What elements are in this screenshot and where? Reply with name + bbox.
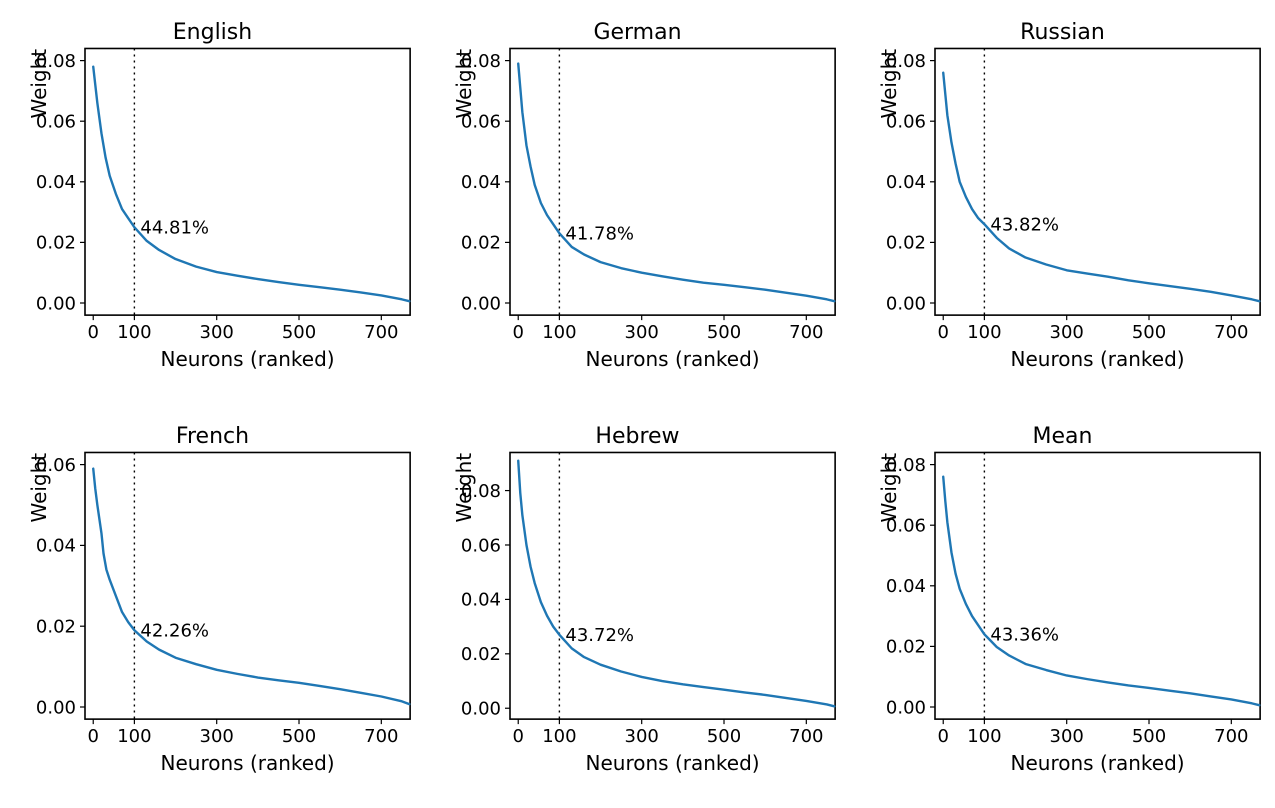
subplot-cell: HebrewWeightNeurons (ranked)010030050070… [425,404,850,808]
y-tick-label: 0.08 [461,481,501,502]
y-tick-label: 0.04 [36,536,76,557]
y-tick-label: 0.00 [886,697,926,718]
y-tick-label: 0.04 [36,172,76,193]
y-tick-label: 0.02 [886,233,926,254]
y-tick-label: 0.08 [461,51,501,72]
y-tick-label: 0.08 [886,51,926,72]
threshold-annotation: 43.82% [990,215,1059,236]
y-tick-label: 0.06 [461,535,501,556]
x-tick-label: 300 [200,726,234,747]
x-tick-label: 0 [513,322,524,343]
y-tick-label: 0.02 [36,233,76,254]
figure: EnglishWeightNeurons (ranked)01003005007… [0,0,1275,808]
y-tick-label: 0.00 [36,697,76,718]
y-tick-label: 0.04 [461,590,501,611]
panel-svg: 0 100 300 500 700 0.00 0.02 0.04 0.06 0.08 43.82% [850,0,1275,404]
weight-curve [518,461,834,707]
subplot-cell: RussianWeightNeurons (ranked)01003005007… [850,0,1275,404]
weight-curve [93,469,409,705]
weight-curve [518,64,834,302]
y-tick-label: 0.00 [36,293,76,314]
y-tick-label: 0.02 [36,617,76,638]
x-tick-label: 0 [88,726,99,747]
y-tick-label: 0.06 [36,455,76,476]
x-tick-label: 500 [707,322,741,343]
x-tick-label: 300 [1050,322,1084,343]
y-tick-label: 0.04 [886,576,926,597]
weight-curve [93,67,409,302]
x-tick-label: 700 [364,322,398,343]
panel-svg: 0 100 300 500 700 0.00 0.02 0.04 0.06 0.08 43.72% [425,404,850,808]
x-tick-label: 300 [200,322,234,343]
x-tick-label: 0 [938,322,949,343]
y-tick-label: 0.08 [886,455,926,476]
x-tick-label: 300 [625,322,659,343]
x-tick-label: 100 [542,726,576,747]
panel-svg: 0 100 300 500 700 0.00 0.02 0.04 0.06 0.08 43.36% [850,404,1275,808]
weight-curve [943,73,1259,301]
x-tick-label: 0 [513,726,524,747]
x-tick-label: 0 [88,322,99,343]
panel-svg: 0 100 300 500 700 0.00 0.02 0.04 0.06 0.08 41.78% [425,0,850,404]
x-tick-label: 500 [282,726,316,747]
threshold-annotation: 41.78% [565,224,634,245]
subplot-grid: EnglishWeightNeurons (ranked)01003005007… [0,0,1275,808]
x-tick-label: 700 [1214,726,1248,747]
y-tick-label: 0.06 [886,112,926,133]
x-tick-label: 700 [789,322,823,343]
subplot-cell: EnglishWeightNeurons (ranked)01003005007… [0,0,425,404]
y-tick-label: 0.06 [36,112,76,133]
x-tick-label: 500 [1132,322,1166,343]
panel-svg: 0 100 300 500 700 0.00 0.02 0.04 0.06 0.08 44.81% [0,0,425,404]
y-tick-label: 0.00 [886,293,926,314]
x-tick-label: 100 [117,726,151,747]
subplot-cell: MeanWeightNeurons (ranked)01003005007000… [850,404,1275,808]
threshold-annotation: 44.81% [140,218,209,239]
subplot-cell: GermanWeightNeurons (ranked)010030050070… [425,0,850,404]
x-tick-label: 100 [117,322,151,343]
x-tick-label: 300 [1050,726,1084,747]
x-tick-label: 700 [789,726,823,747]
x-tick-label: 500 [1132,726,1166,747]
x-tick-label: 500 [707,726,741,747]
x-tick-label: 700 [1214,322,1248,343]
y-tick-label: 0.02 [461,233,501,254]
y-tick-label: 0.06 [886,516,926,537]
threshold-annotation: 42.26% [140,621,209,642]
x-tick-label: 500 [282,322,316,343]
panel-svg: 0 100 300 500 700 0.00 0.02 0.04 0.06 42.26% [0,404,425,808]
x-tick-label: 100 [542,322,576,343]
y-tick-label: 0.02 [886,637,926,658]
y-tick-label: 0.00 [461,293,501,314]
threshold-annotation: 43.36% [990,625,1059,646]
y-tick-label: 0.08 [36,51,76,72]
x-tick-label: 700 [364,726,398,747]
x-tick-label: 300 [625,726,659,747]
y-tick-label: 0.04 [461,172,501,193]
x-tick-label: 0 [938,726,949,747]
y-tick-label: 0.04 [886,172,926,193]
threshold-annotation: 43.72% [565,625,634,646]
weight-curve [943,477,1259,705]
y-tick-label: 0.00 [461,699,501,720]
x-tick-label: 100 [967,322,1001,343]
y-tick-label: 0.06 [461,112,501,133]
subplot-cell: FrenchWeightNeurons (ranked)010030050070… [0,404,425,808]
x-tick-label: 100 [967,726,1001,747]
y-tick-label: 0.02 [461,644,501,665]
